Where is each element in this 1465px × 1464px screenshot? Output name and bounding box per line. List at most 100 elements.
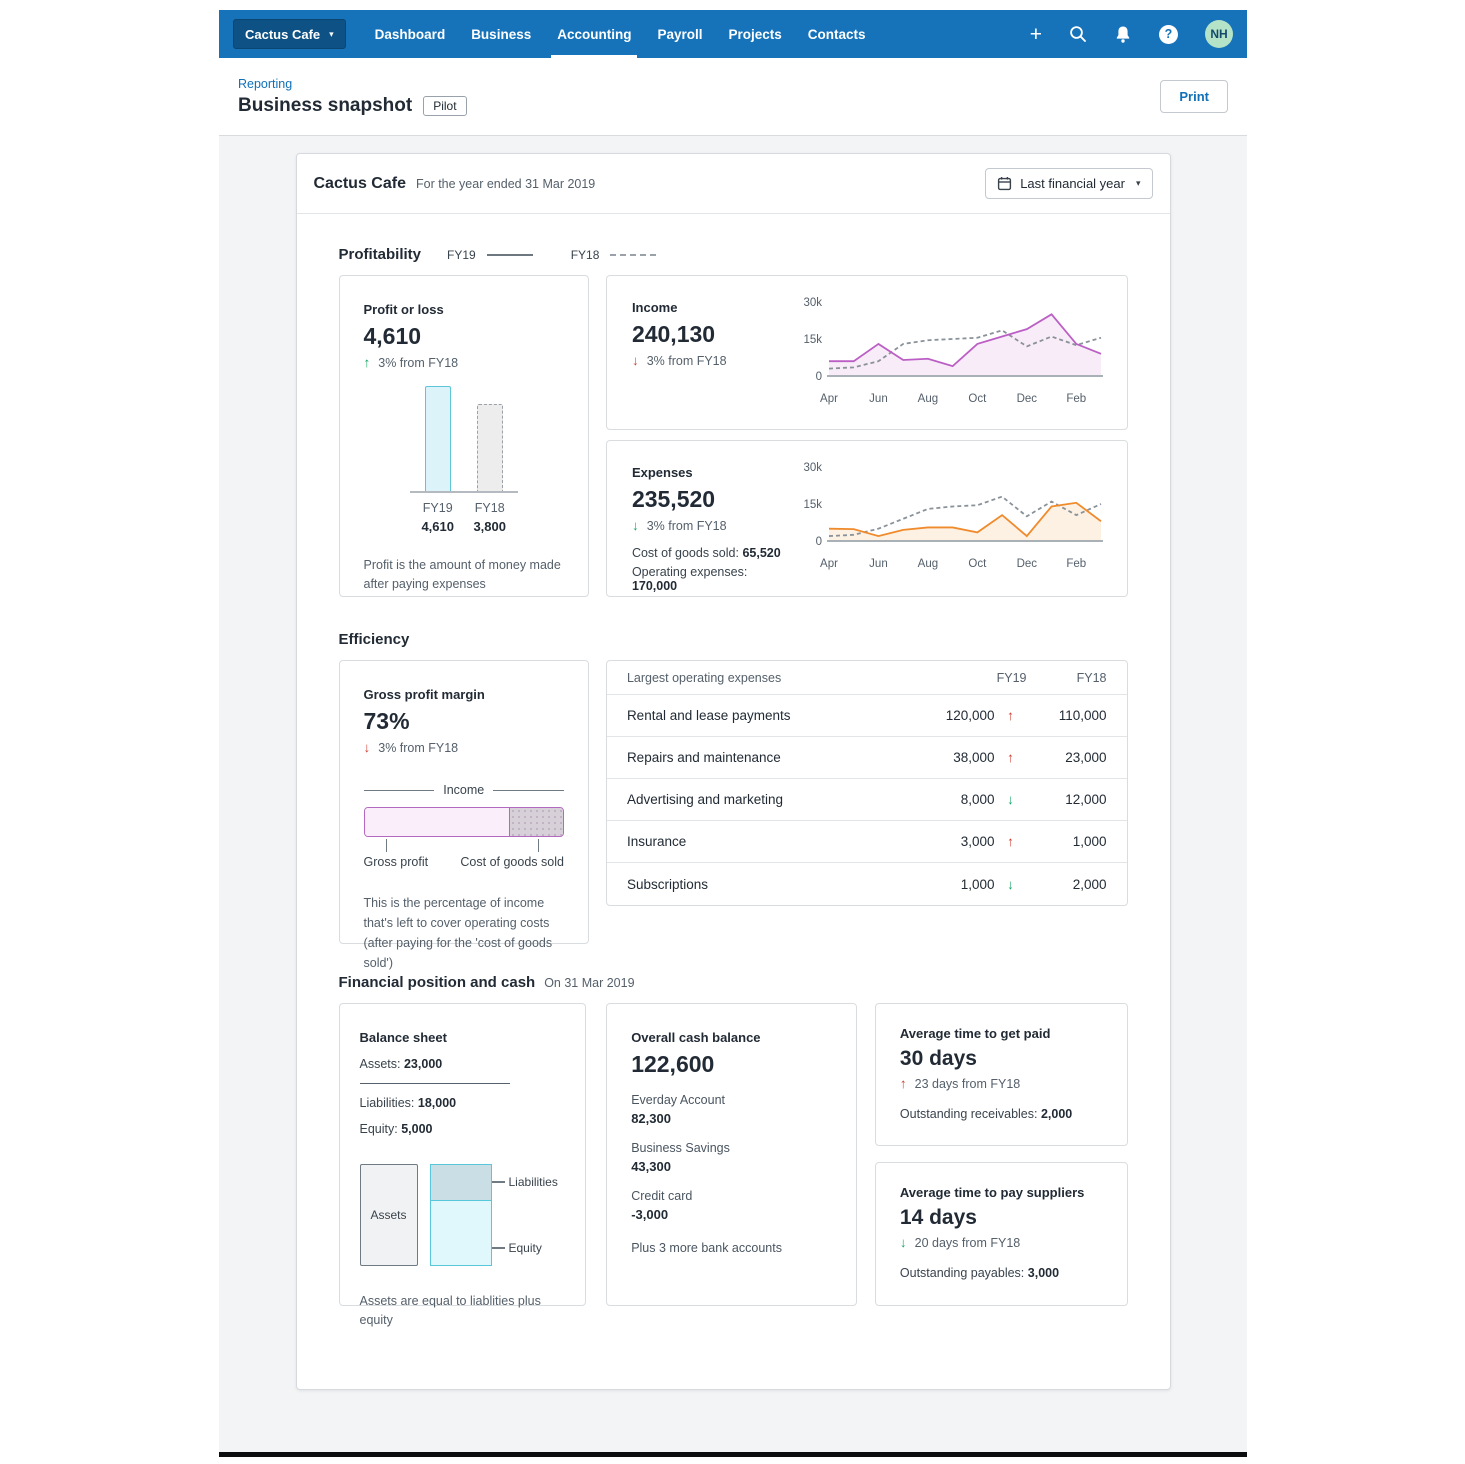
fy18-value: 12,000: [1065, 792, 1107, 807]
report-org-name: Cactus Cafe: [313, 174, 406, 192]
nav-item-projects[interactable]: Projects: [728, 26, 782, 42]
efficiency-section-head: Efficiency: [339, 631, 1128, 648]
nav-item-business[interactable]: Business: [471, 26, 532, 42]
account-balance: -3,000: [631, 1207, 669, 1222]
arrow-down-icon: ↓: [631, 518, 639, 533]
equity-line: Equity: 5,000: [359, 1122, 433, 1136]
date-range-selector[interactable]: Last financial year ▾: [985, 168, 1153, 199]
income-title: Income: [631, 300, 678, 315]
svg-text:Feb: Feb: [1066, 393, 1086, 405]
expense-label: Repairs and maintenance: [626, 750, 781, 765]
profitability-section-head: Profitability FY19 FY18: [339, 246, 1128, 263]
expenses-delta: ↓ 3% from FY18: [631, 518, 727, 533]
expenses-title: Expenses: [631, 465, 693, 480]
fy18-value: 1,000: [1072, 834, 1107, 849]
divider-line: [493, 789, 564, 791]
profit-loss-note: Profit is the amount of money made after…: [363, 558, 561, 592]
cogs-segment: [509, 808, 563, 836]
top-nav: Cactus Cafe ▾ Dashboard Business Accountin…: [219, 10, 1247, 58]
page-header-left: Reporting Business snapshot Pilot: [238, 77, 467, 117]
receivables-line: Outstanding receivables: 2,000: [899, 1107, 1073, 1121]
svg-text:30k: 30k: [803, 462, 822, 474]
fy18-value: 2,000: [1072, 876, 1107, 892]
equity-diagram-label: Equity: [508, 1241, 542, 1255]
content-area: Cactus Cafe For the year ended 31 Mar 20…: [219, 136, 1247, 1452]
nav-item-payroll[interactable]: Payroll: [657, 26, 703, 42]
arrow-up-icon: ↑: [363, 355, 371, 370]
profit-loss-card: Profit or loss 4,610 ↑ 3% from FY18: [338, 275, 589, 597]
svg-text:30k: 30k: [803, 297, 822, 309]
nav-item-accounting[interactable]: Accounting: [544, 10, 644, 58]
svg-text:Apr: Apr: [820, 558, 838, 570]
window-bottom-edge: [219, 1452, 1247, 1457]
expenses-value: 235,520: [631, 486, 716, 512]
svg-text:Dec: Dec: [1017, 393, 1038, 405]
nav-item-contacts[interactable]: Contacts: [807, 26, 866, 42]
app-window: Cactus Cafe ▾ Dashboard Business Accountin…: [219, 10, 1247, 1457]
table-header-label: Largest operating expenses: [626, 670, 782, 685]
breadcrumb[interactable]: Reporting: [238, 76, 293, 91]
income-card: Income 240,130 ↓ 3% from FY18 30k 15k 0 Apr…: [605, 275, 1128, 430]
plus-icon[interactable]: +: [1029, 22, 1042, 46]
svg-text:Jun: Jun: [869, 558, 888, 570]
income-metric: Income 240,130 ↓ 3% from FY18: [607, 276, 795, 429]
pay-suppliers-title: Average time to pay suppliers: [899, 1185, 1085, 1200]
svg-text:0: 0: [816, 371, 822, 383]
gpm-title: Gross profit margin: [363, 687, 485, 702]
chevron-down-icon: ▾: [1135, 178, 1141, 188]
help-icon[interactable]: ?: [1159, 24, 1178, 44]
arrow-down-icon: ↓: [363, 740, 371, 755]
search-icon[interactable]: [1069, 25, 1087, 43]
opex-line: Operating expenses: 170,000: [631, 565, 748, 593]
bell-icon[interactable]: [1114, 25, 1132, 44]
org-name: Cactus Cafe: [245, 26, 321, 42]
gpm-note: This is the percentage of income that's …: [363, 896, 553, 970]
fy18-value: 23,000: [1065, 750, 1107, 765]
get-paid-delta: ↑ 23 days from FY18: [899, 1076, 1021, 1091]
get-paid-card: Average time to get paid 30 days ↑ 23 da…: [874, 1003, 1128, 1146]
tick-gross-profit: [385, 839, 388, 852]
nav-item-dashboard[interactable]: Dashboard: [374, 26, 446, 42]
arrow-down-icon: ↓: [1007, 876, 1014, 892]
gross-profit-margin-card: Gross profit margin 73% ↓ 3% from FY18 I…: [338, 660, 589, 970]
nav-right-icons: + ? NH: [1030, 20, 1233, 48]
balance-sheet-title: Balance sheet: [359, 1030, 447, 1045]
report-period: For the year ended 31 Mar 2019: [415, 176, 596, 191]
svg-text:Apr: Apr: [820, 393, 838, 405]
gross-profit-label: Gross profit: [363, 855, 429, 869]
avatar[interactable]: NH: [1205, 20, 1233, 48]
fy19-value: 8,000: [960, 792, 995, 807]
report-header: Cactus Cafe For the year ended 31 Mar 20…: [296, 154, 1170, 214]
income-chart: 30k 15k 0 Apr Jun Aug Oct Dec Feb: [795, 276, 1127, 429]
chevron-down-icon: ▾: [329, 28, 334, 39]
balance-sheet-card: Balance sheet Assets: 23,000 Liabilities…: [338, 1003, 587, 1327]
liabilities-connector: [491, 1181, 505, 1183]
fy19-value: 120,000: [945, 708, 995, 723]
svg-text:15k: 15k: [803, 499, 822, 511]
balance-diagram: Assets Liabilities Equity: [359, 1160, 568, 1272]
print-button[interactable]: Print: [1160, 80, 1228, 113]
get-paid-value: 30 days: [899, 1047, 977, 1070]
report-body: Profitability FY19 FY18 Profit or loss 4…: [297, 246, 1170, 1382]
financial-section-head: Financial position and cash On 31 Mar 20…: [339, 974, 1128, 991]
income-expenses-column: Income 240,130 ↓ 3% from FY18 30k 15k 0 Apr…: [605, 275, 1128, 597]
assets-box: Assets: [359, 1164, 418, 1266]
pilot-badge: Pilot: [423, 95, 467, 116]
primary-nav: Dashboard Business Accounting Payroll Projec…: [362, 10, 879, 58]
arrow-up-icon: ↑: [1007, 708, 1014, 723]
date-range-label: Last financial year: [1020, 176, 1125, 191]
efficiency-title: Efficiency: [338, 631, 410, 648]
account-name: Business Savings: [631, 1141, 730, 1155]
account-balance: 43,300: [631, 1159, 671, 1174]
liabilities-diagram-label: Liabilities: [508, 1175, 558, 1189]
svg-text:15k: 15k: [803, 334, 822, 346]
profitability-row: Profit or loss 4,610 ↑ 3% from FY18: [338, 275, 1128, 597]
bar-label-fy19: FY19: [422, 501, 453, 515]
tick-cogs: [537, 839, 540, 852]
bar-value-fy18: 3,800: [473, 519, 506, 534]
profit-loss-title: Profit or loss: [363, 302, 444, 317]
financial-subtitle: On 31 Mar 2019: [544, 975, 635, 990]
gross-profit-segment: [364, 808, 510, 836]
assets-line: Assets: 23,000: [359, 1057, 443, 1071]
org-switcher-button[interactable]: Cactus Cafe ▾: [233, 19, 346, 49]
